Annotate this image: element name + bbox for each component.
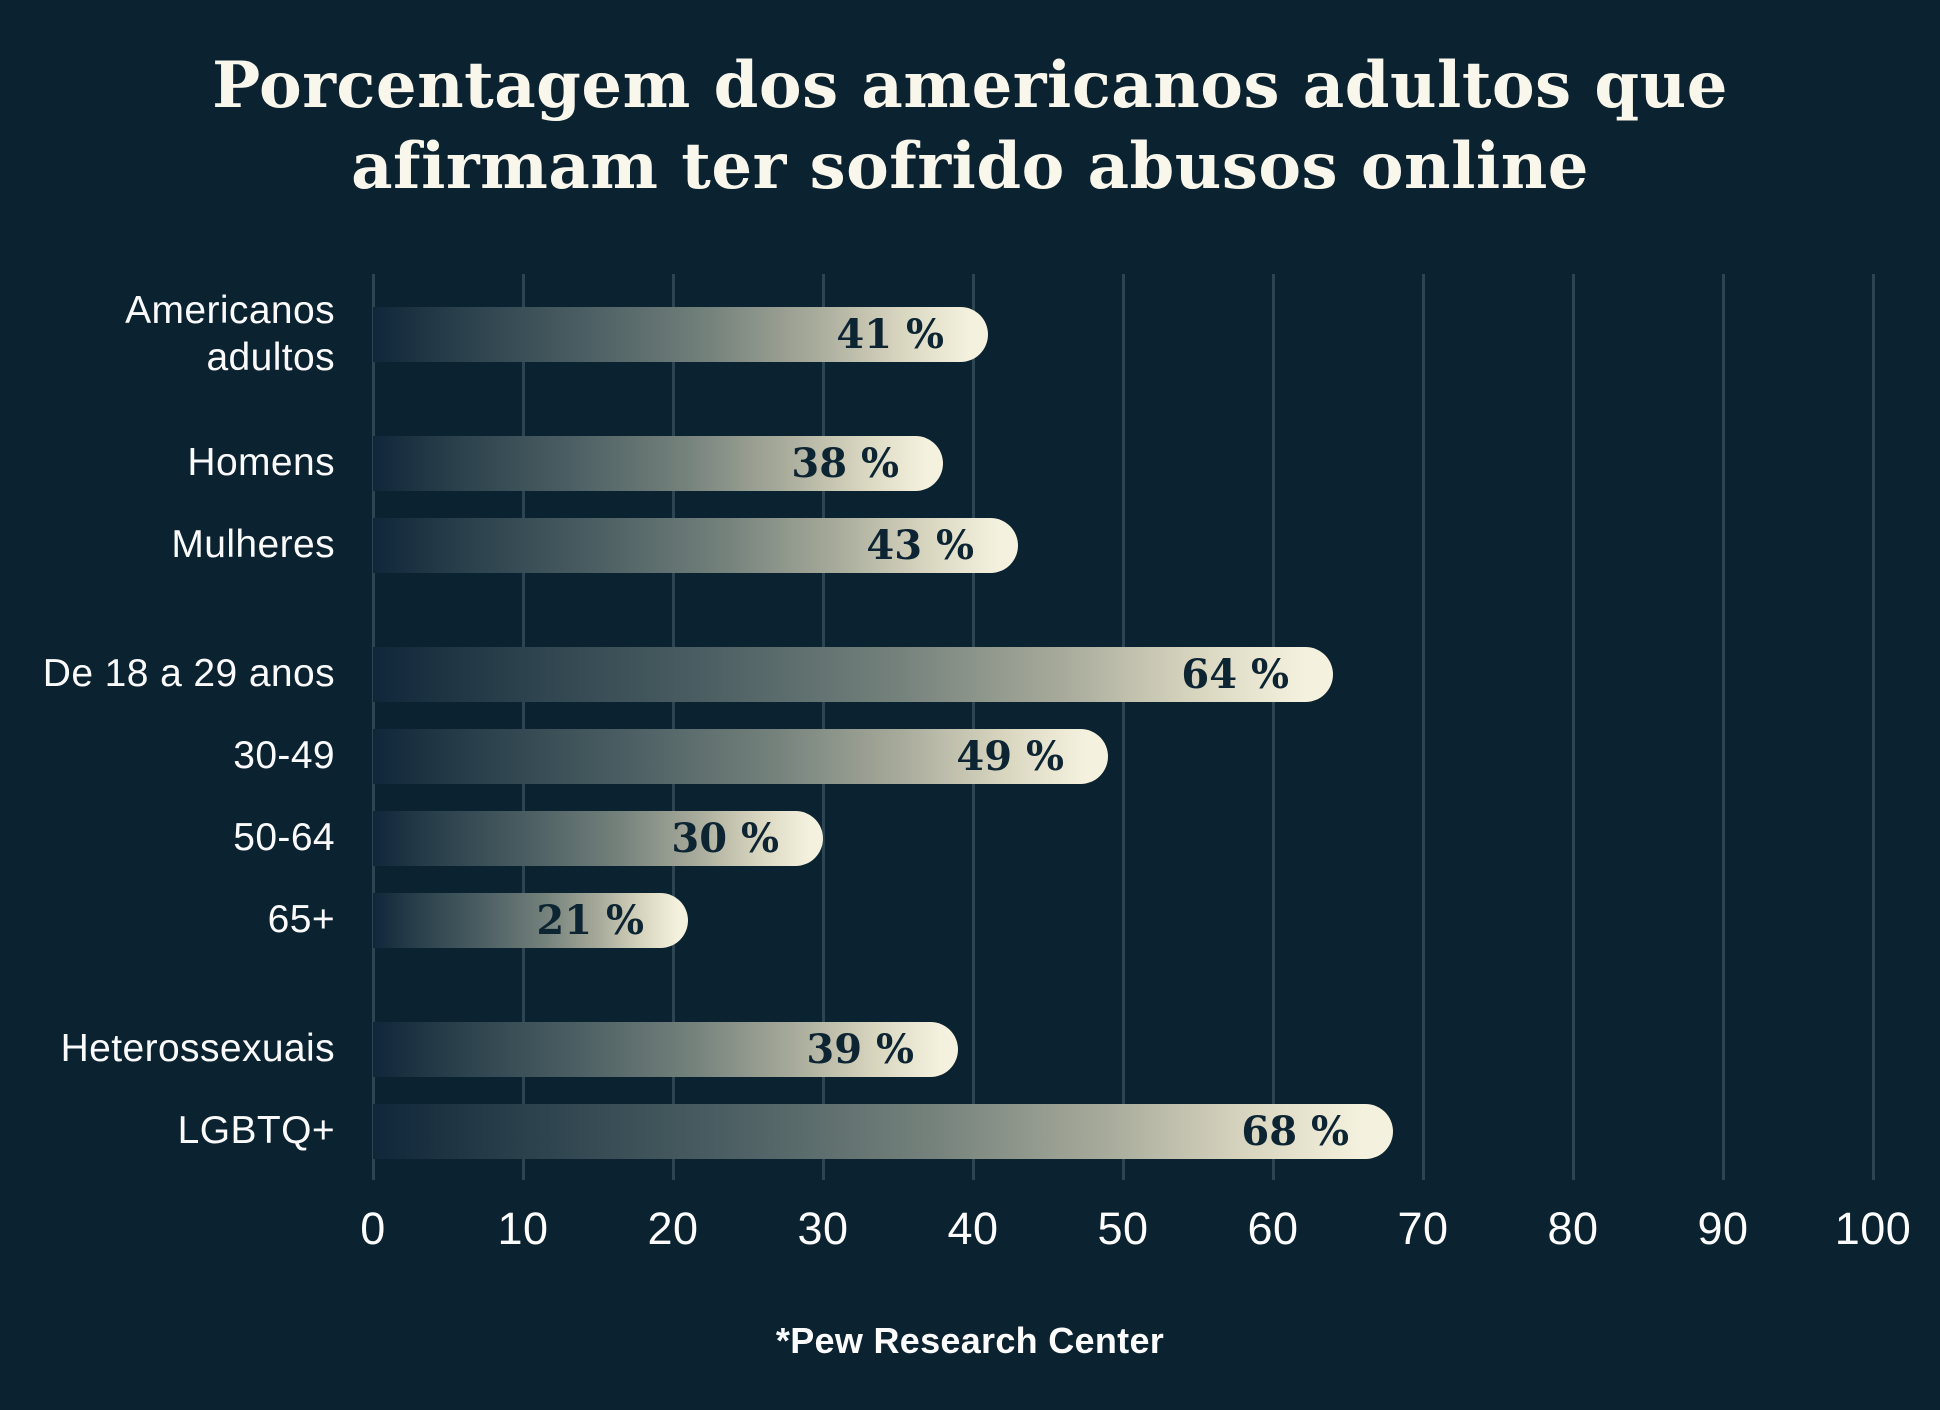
category-label: 65+ xyxy=(267,898,335,942)
gridline xyxy=(371,274,375,1180)
category-label: 50-64 xyxy=(233,816,335,860)
x-tick-label: 60 xyxy=(1247,1203,1299,1254)
category-label: Mulheres xyxy=(171,523,335,567)
bar-track: 21 % xyxy=(373,893,1873,948)
bar-track: 68 % xyxy=(373,1104,1873,1159)
bar-row-homens: Homens 38 % xyxy=(0,436,1940,491)
source-note: *Pew Research Center xyxy=(775,1320,1165,1361)
bar-americanos-adultos: 41 % xyxy=(373,307,988,362)
x-tick-label: 0 xyxy=(360,1203,386,1254)
x-tick-label: 100 xyxy=(1834,1203,1912,1254)
x-tick-label: 40 xyxy=(947,1203,999,1254)
gridline xyxy=(821,274,825,1180)
gridline xyxy=(1421,274,1425,1180)
bar-value-label: 64 % xyxy=(1181,651,1289,698)
bar-row-americanos-adultos: Americanos adultos 41 % xyxy=(0,289,1940,379)
x-tick-label: 20 xyxy=(647,1203,699,1254)
bar-track: 43 % xyxy=(373,518,1873,573)
chart-title-line2: afirmam ter sofrido abusos online xyxy=(351,128,1589,204)
bar-value-label: 21 % xyxy=(536,897,644,944)
chart-title-line1: Porcentagem dos americanos adultos que xyxy=(212,48,1728,123)
bar-value-label: 38 % xyxy=(791,440,899,487)
bar-value-label: 41 % xyxy=(836,311,944,358)
category-label: 30-49 xyxy=(233,734,335,778)
category-label: LGBTQ+ xyxy=(177,1109,335,1153)
x-tick-label: 90 xyxy=(1697,1203,1749,1254)
category-label: Americanos adultos xyxy=(125,289,335,379)
gridline xyxy=(521,274,525,1180)
bar-value-label: 49 % xyxy=(956,733,1064,780)
bar-value-label: 43 % xyxy=(866,522,974,569)
bar-track: 39 % xyxy=(373,1022,1873,1077)
bar-row-18-29: De 18 a 29 anos 64 % xyxy=(0,647,1940,702)
x-tick-label: 70 xyxy=(1397,1203,1449,1254)
bar-mulheres: 43 % xyxy=(373,518,1018,573)
bar-row-mulheres: Mulheres 43 % xyxy=(0,518,1940,573)
gridline xyxy=(671,274,675,1180)
bar-row-30-49: 30-49 49 % xyxy=(0,729,1940,784)
bar-track: 41 % xyxy=(373,307,1873,362)
bar-row-lgbtq: LGBTQ+ 68 % xyxy=(0,1104,1940,1159)
x-tick-label: 30 xyxy=(797,1203,849,1254)
category-label: Heterossexuais xyxy=(60,1027,335,1071)
bar-row-heterossexuais: Heterossexuais 39 % xyxy=(0,1022,1940,1077)
gridline xyxy=(1121,274,1125,1180)
bar-row-65-plus: 65+ 21 % xyxy=(0,893,1940,948)
bar-track: 30 % xyxy=(373,811,1873,866)
bar-homens: 38 % xyxy=(373,436,943,491)
bar-heterossexuais: 39 % xyxy=(373,1022,958,1077)
bar-rows: Americanos adultos 41 % Homens 38 % Mulh… xyxy=(0,274,1940,1159)
bar-50-64: 30 % xyxy=(373,811,823,866)
gridline xyxy=(1271,274,1275,1180)
category-label: Homens xyxy=(187,441,335,485)
chart-title: Porcentagem dos americanos adultos que a… xyxy=(0,46,1940,207)
gridline xyxy=(1571,274,1575,1180)
x-axis: 0 10 20 30 40 50 60 70 80 90 100 xyxy=(360,1203,1911,1273)
bar-track: 64 % xyxy=(373,647,1873,702)
bar-track: 49 % xyxy=(373,729,1873,784)
x-tick-label: 80 xyxy=(1547,1203,1599,1254)
gridline xyxy=(1721,274,1725,1180)
gridline xyxy=(971,274,975,1180)
bar-value-label: 68 % xyxy=(1241,1108,1349,1155)
x-tick-label: 10 xyxy=(497,1203,549,1254)
gridline xyxy=(1871,274,1875,1180)
x-tick-label: 50 xyxy=(1097,1203,1149,1254)
bar-value-label: 30 % xyxy=(671,815,779,862)
plot-area: Americanos adultos 41 % Homens 38 % Mulh… xyxy=(0,274,1940,1254)
bar-row-50-64: 50-64 30 % xyxy=(0,811,1940,866)
bar-18-29: 64 % xyxy=(373,647,1333,702)
bar-lgbtq: 68 % xyxy=(373,1104,1393,1159)
gridlines-layer xyxy=(371,274,1875,1180)
bar-65-plus: 21 % xyxy=(373,893,688,948)
bar-30-49: 49 % xyxy=(373,729,1108,784)
category-label: De 18 a 29 anos xyxy=(42,652,335,696)
bar-value-label: 39 % xyxy=(806,1026,914,1073)
bar-track: 38 % xyxy=(373,436,1873,491)
